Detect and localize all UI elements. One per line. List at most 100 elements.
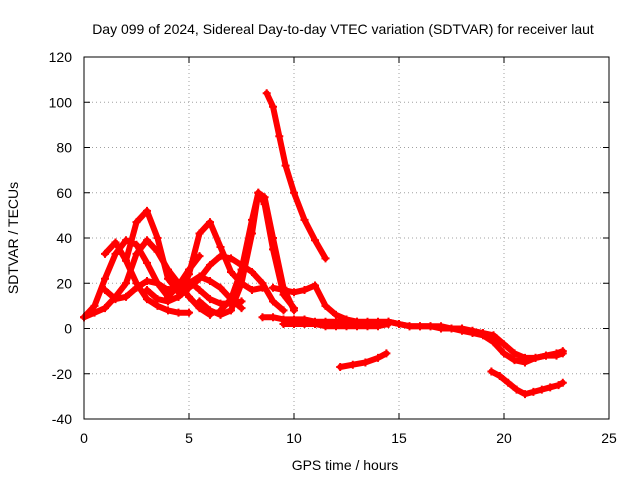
data-point: [122, 256, 130, 265]
data-point: [260, 200, 269, 209]
y-tick-label: -20: [52, 366, 72, 382]
data-point: [426, 322, 435, 331]
data-point: [227, 254, 235, 263]
data-point: [521, 353, 529, 362]
data-point: [206, 218, 214, 227]
data-point: [174, 308, 183, 317]
y-tick-label: 120: [49, 49, 73, 65]
data-point: [311, 319, 319, 328]
data-point: [153, 279, 162, 288]
data-point: [227, 267, 235, 276]
data-point: [281, 161, 290, 170]
data-point: [336, 362, 345, 371]
data-series: [80, 89, 567, 399]
data-point: [248, 215, 256, 224]
data-point: [195, 252, 204, 261]
data-point: [143, 206, 151, 215]
data-point: [269, 283, 277, 292]
data-point: [552, 351, 561, 360]
data-point: [300, 286, 309, 295]
data-point: [546, 383, 555, 392]
y-tick-label: 20: [56, 275, 72, 291]
data-point: [500, 340, 508, 349]
series-line: [488, 368, 566, 398]
data-point: [269, 313, 277, 322]
data-point: [206, 306, 214, 315]
x-tick-label: 5: [185, 430, 193, 446]
data-point: [374, 322, 382, 331]
data-point: [262, 89, 271, 98]
data-point: [489, 338, 498, 347]
grid: [84, 57, 609, 419]
data-point: [353, 322, 361, 331]
series-arc10: [262, 89, 330, 263]
data-point: [153, 295, 162, 304]
data-point: [558, 349, 567, 358]
data-point: [132, 283, 141, 292]
data-point: [290, 288, 298, 297]
data-point: [216, 243, 225, 252]
data-point: [227, 306, 235, 315]
data-point: [143, 286, 151, 295]
data-point: [254, 188, 263, 197]
data-point: [195, 274, 204, 283]
data-point: [216, 252, 225, 261]
data-point: [542, 351, 550, 360]
data-point: [531, 353, 540, 362]
data-point: [529, 387, 538, 396]
data-point: [342, 315, 351, 324]
data-point: [500, 349, 508, 358]
data-point: [101, 286, 109, 295]
data-point: [216, 306, 225, 315]
data-point: [164, 306, 172, 315]
series-arc15: [384, 317, 567, 362]
data-point: [384, 317, 393, 326]
data-point: [206, 295, 214, 304]
y-tick-label: 60: [56, 185, 72, 201]
data-point: [195, 304, 204, 313]
data-point: [510, 356, 519, 365]
x-tick-label: 15: [391, 430, 407, 446]
data-point: [195, 297, 204, 306]
data-point: [504, 378, 513, 387]
data-point: [479, 329, 487, 338]
data-point: [269, 297, 277, 306]
data-point: [248, 286, 256, 295]
data-point: [521, 390, 529, 399]
data-point: [279, 306, 288, 315]
data-point: [248, 267, 256, 276]
data-point: [195, 286, 204, 295]
x-tick-label: 0: [80, 430, 88, 446]
data-point: [237, 297, 246, 306]
data-point: [405, 322, 414, 331]
x-axis-label: GPS time / hours: [292, 457, 399, 473]
data-point: [185, 270, 193, 279]
data-point: [487, 367, 496, 376]
data-point: [111, 249, 120, 258]
data-point: [143, 258, 151, 267]
data-point: [122, 292, 130, 301]
data-point: [153, 234, 162, 242]
data-point: [258, 279, 267, 288]
data-point: [275, 132, 284, 141]
series-arc14: [336, 349, 391, 371]
axis-ticks: 0 5 10 15 20 25 -40 -20 0 20 40 60 80 100 120: [49, 49, 617, 446]
y-tick-label: 80: [56, 140, 72, 156]
y-tick-label: -40: [52, 411, 72, 427]
data-point: [132, 249, 141, 258]
data-point: [342, 322, 351, 331]
data-point: [361, 358, 370, 367]
data-point: [164, 274, 172, 283]
data-point: [101, 249, 109, 258]
data-point: [90, 308, 99, 317]
data-point: [290, 304, 298, 313]
data-point: [164, 286, 172, 295]
x-tick-label: 25: [601, 430, 617, 446]
data-point: [111, 295, 120, 304]
data-point: [195, 229, 204, 238]
data-point: [321, 254, 330, 263]
data-point: [153, 301, 162, 310]
y-axis-label: SDTVAR / TECUs: [5, 182, 21, 294]
data-point: [90, 301, 99, 310]
